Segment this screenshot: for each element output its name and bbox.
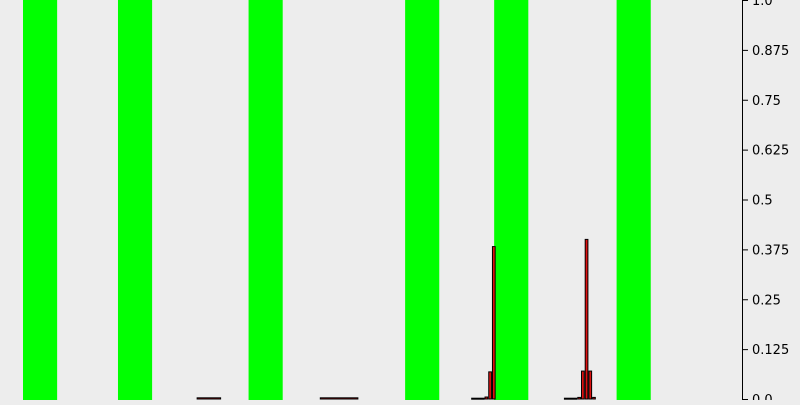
- histogram-bar: [488, 371, 492, 400]
- histogram-bar: [588, 370, 593, 400]
- y-tick-label: 0.0: [752, 393, 773, 400]
- histogram-bar: [580, 370, 585, 400]
- highlight-band-6: [616, 0, 651, 400]
- y-tick-label: 0.125: [752, 343, 789, 358]
- histogram-bar: [196, 397, 222, 400]
- histogram-bar: [319, 397, 359, 400]
- histogram-bar: [584, 238, 589, 400]
- y-axis-ticks: 0.0 0.125 0.25 0.375 0.5 0.625 0.75 0.875 1.0: [742, 0, 789, 405]
- highlight-band-2: [117, 0, 153, 400]
- histogram-bars: [196, 238, 596, 400]
- histogram-bar: [577, 396, 581, 400]
- highlight-band-1: [23, 0, 58, 400]
- y-tick-label: 1.0: [752, 0, 773, 9]
- y-tick-label: 0.75: [752, 94, 781, 109]
- highlight-band-4: [405, 0, 440, 400]
- histogram-bar: [471, 397, 485, 400]
- highlight-bands: [23, 0, 651, 400]
- y-tick-label: 0.5: [752, 194, 773, 209]
- y-tick-label: 0.375: [752, 243, 789, 258]
- histogram-bar: [484, 396, 489, 400]
- highlight-band-5: [494, 0, 529, 400]
- histogram-bar: [563, 397, 578, 400]
- y-tick-label: 0.625: [752, 144, 789, 159]
- highlight-band-3: [248, 0, 283, 400]
- histogram-bar: [491, 246, 496, 400]
- y-tick-label: 0.25: [752, 293, 781, 308]
- y-tick-label: 0.875: [752, 44, 789, 59]
- histogram-bar: [592, 396, 596, 400]
